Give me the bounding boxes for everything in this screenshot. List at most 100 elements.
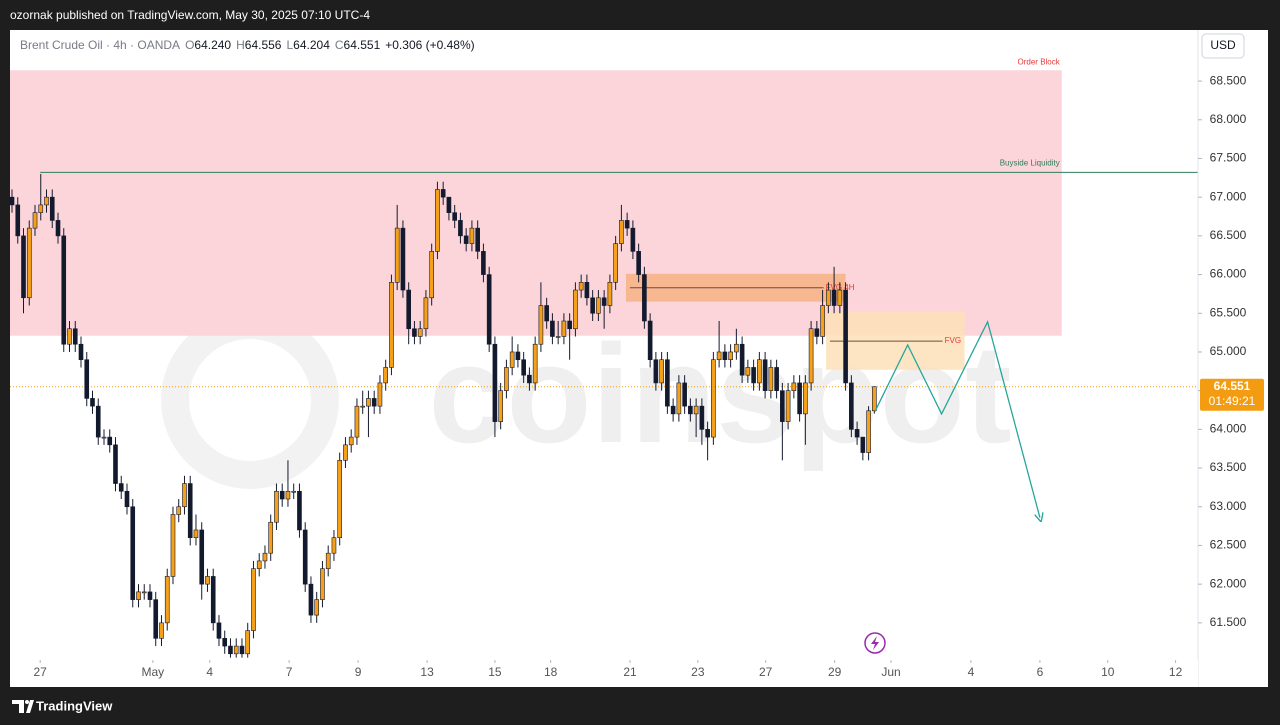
candle-body [665, 359, 670, 407]
candle-body [400, 227, 406, 291]
x-tick-label: 23 [691, 665, 705, 679]
candle-body [734, 343, 739, 353]
candle-body [711, 359, 716, 438]
candle-body [216, 622, 222, 639]
legend-value: 64.204 [293, 38, 330, 52]
candle-body [262, 552, 268, 562]
candle-body [343, 444, 348, 461]
candle-body [331, 537, 337, 554]
currency-button[interactable] [1201, 33, 1245, 59]
candle-body [596, 297, 601, 314]
x-tick-label: 27 [34, 665, 48, 679]
y-tick-label: 68.000 [1210, 112, 1247, 126]
candle-body [803, 382, 808, 415]
x-tick-label: 7 [286, 665, 293, 679]
candle-body [26, 227, 32, 299]
candle-body [463, 235, 469, 244]
candle-body [774, 367, 779, 391]
y-tick-label: 67.000 [1210, 189, 1247, 203]
x-tick-label: 21 [623, 665, 637, 679]
candle-body [509, 351, 515, 368]
x-tick-label: 10 [1101, 665, 1115, 679]
candle-body [670, 405, 676, 415]
legend-value: 64.240 [194, 38, 231, 52]
candle-body [619, 220, 624, 244]
last-price-box [1200, 378, 1264, 411]
candle-body [199, 529, 205, 585]
x-tick-label: 18 [544, 665, 558, 679]
candle-body [67, 328, 72, 345]
y-tick-label: 63.000 [1210, 499, 1247, 513]
ohlc-legend: Brent Crude Oil · 4h · OANDA O64.240 H64.5… [20, 38, 475, 52]
candle-body [187, 483, 193, 539]
candle-body [9, 196, 15, 206]
candle-body [538, 305, 544, 345]
candle-body [647, 320, 653, 361]
y-tick-label: 61.500 [1210, 615, 1247, 629]
candle-body [118, 483, 124, 492]
x-tick-label: 15 [488, 665, 502, 679]
candle-body [268, 521, 274, 554]
candle-body [61, 235, 67, 345]
candle-body [348, 436, 354, 446]
candle-body [573, 289, 578, 330]
candle-body [38, 204, 44, 213]
candle-body [325, 552, 331, 569]
y-tick-label: 64.000 [1210, 422, 1247, 436]
candle-body [193, 529, 199, 539]
candle-body [383, 367, 388, 384]
candle-body [228, 645, 233, 655]
candle-body [78, 343, 84, 361]
candle-body [337, 460, 343, 539]
candle-body [826, 289, 831, 306]
candle-body [682, 382, 687, 407]
candle-body [757, 359, 762, 384]
candle-body [205, 576, 210, 585]
candle-body [481, 251, 486, 275]
y-tick-label: 68.500 [1210, 73, 1247, 87]
candle-body [412, 328, 417, 337]
candle-body [739, 343, 745, 376]
candle-body [285, 490, 291, 500]
candle-body [820, 305, 825, 337]
time-axis [10, 660, 1198, 687]
candle-body [44, 196, 49, 206]
candle-body [469, 227, 475, 244]
x-tick-label: 13 [420, 665, 434, 679]
candle-body [354, 405, 360, 438]
candle-body [141, 591, 147, 594]
candle-body [722, 351, 728, 361]
candle-body [90, 398, 95, 407]
candle-body [308, 583, 314, 616]
legend-value: 64.556 [245, 38, 282, 52]
candle-body [872, 386, 877, 412]
y-tick-label: 67.500 [1210, 151, 1247, 165]
candle-body [688, 405, 693, 415]
candle-body [256, 560, 262, 569]
candle-body [95, 405, 101, 438]
candle-body [360, 405, 366, 408]
candle-body [705, 429, 710, 438]
candle-body [498, 390, 503, 422]
candle-body [584, 282, 590, 299]
candle-body [55, 220, 61, 237]
candle-body [101, 436, 107, 439]
candle-body [630, 227, 636, 252]
y-tick-label: 66.500 [1210, 228, 1247, 242]
candle-body [475, 227, 480, 252]
candle-body [613, 243, 618, 283]
candle-body [389, 282, 394, 368]
candle-body [550, 320, 555, 337]
candle-body [406, 289, 411, 330]
y-tick-label: 62.500 [1210, 538, 1247, 552]
alert-icon[interactable] [864, 632, 886, 654]
candle-body [676, 382, 682, 415]
candle-body [814, 328, 820, 337]
projection [874, 319, 1040, 518]
candle-body [164, 576, 170, 624]
currency[interactable]: USD [1210, 38, 1236, 52]
candle-body [15, 204, 21, 237]
candle-body [521, 359, 526, 376]
